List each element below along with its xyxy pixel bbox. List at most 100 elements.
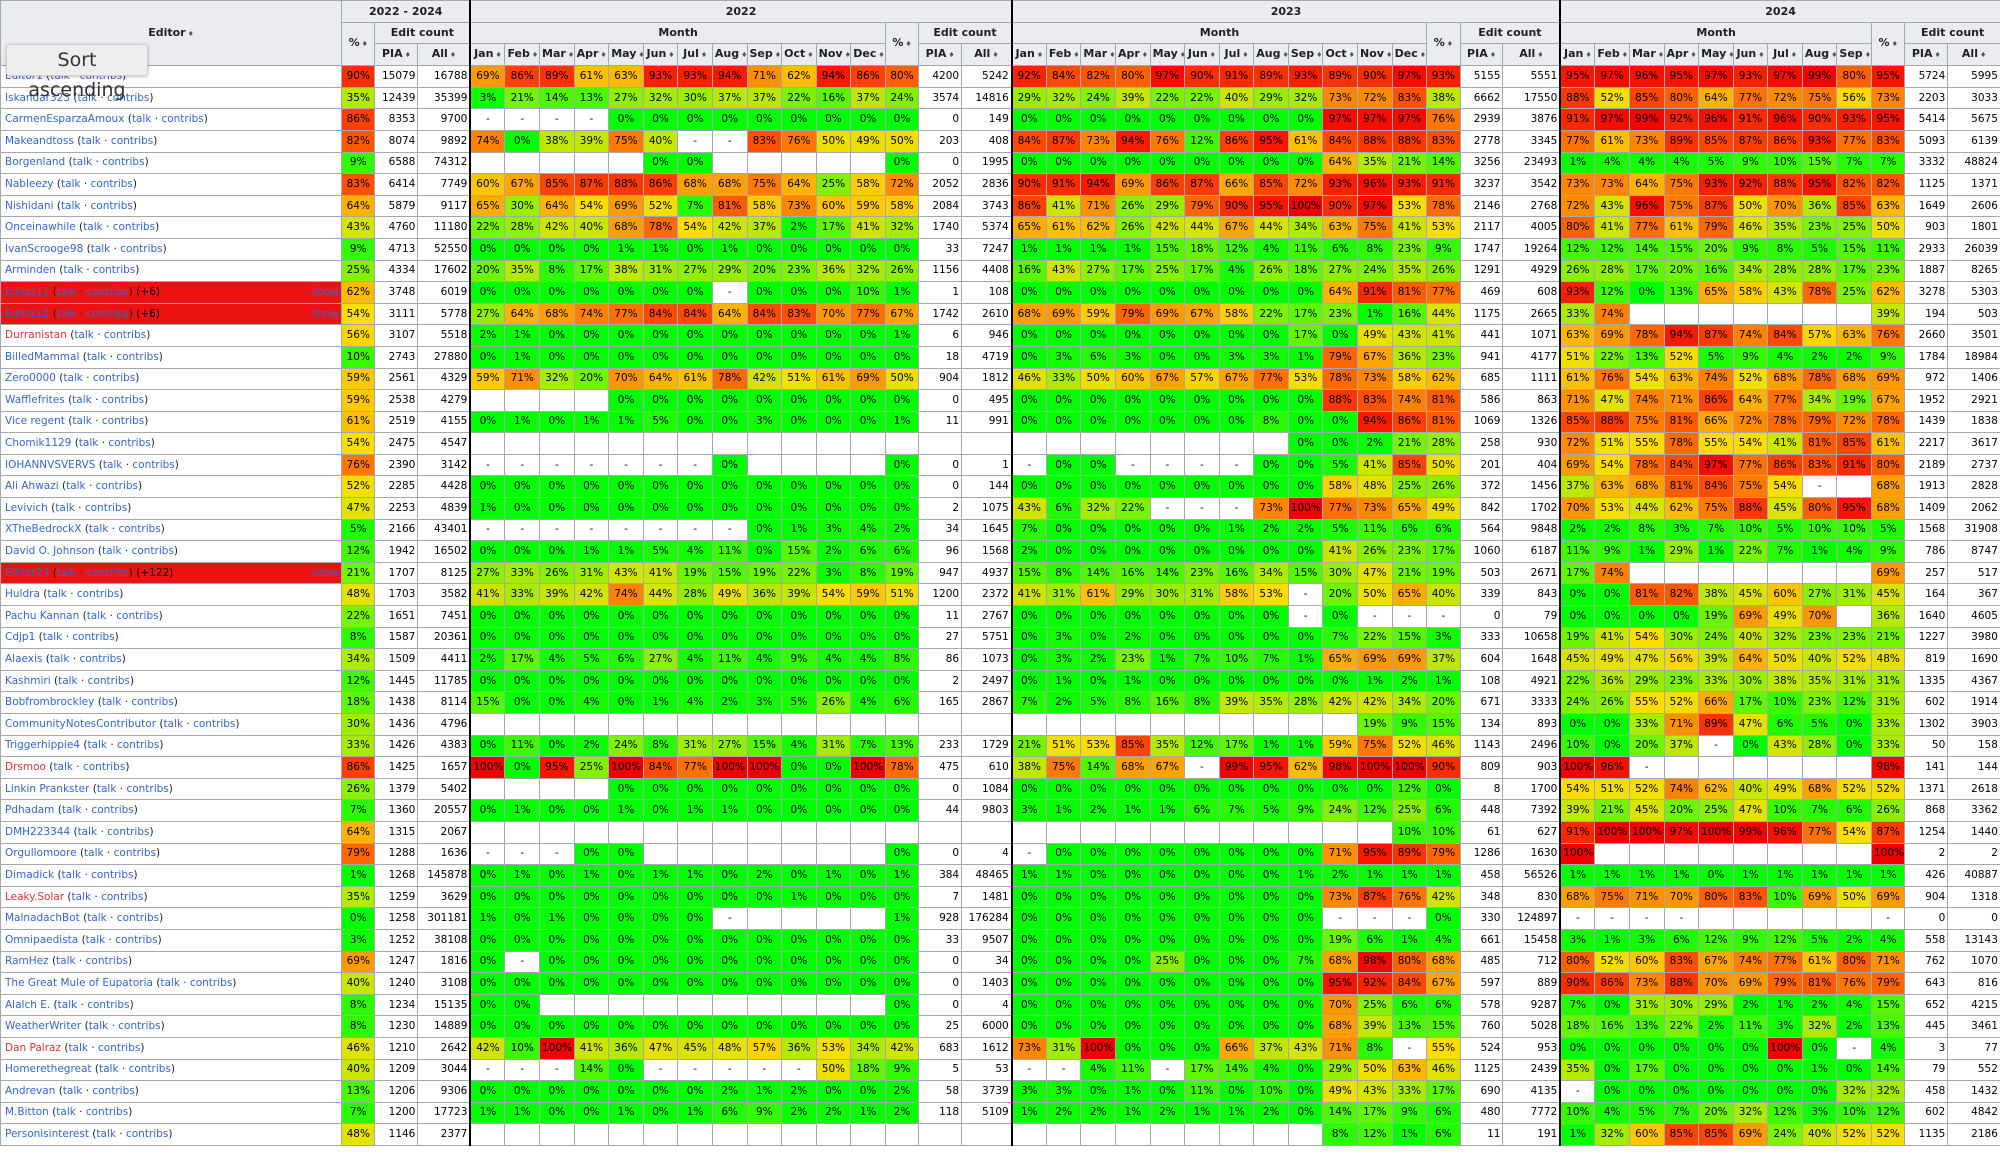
contribs-link[interactable]: contribs (115, 933, 158, 946)
show-toggle-link[interactable]: show (311, 566, 340, 579)
talk-link[interactable]: talk (78, 437, 99, 450)
month-2024-may-header[interactable]: May (1698, 43, 1734, 67)
month-2024-jul-header[interactable]: Jul (1767, 43, 1803, 67)
talk-link[interactable]: talk (66, 480, 86, 493)
contribs-link[interactable]: contribs (107, 825, 150, 838)
month-2023-jan-header[interactable]: Jan (1010, 43, 1047, 67)
month-2023-aug-header[interactable]: Aug (1253, 43, 1289, 67)
month-2023-dec-header[interactable]: Dec (1391, 43, 1428, 67)
editor-user-link[interactable]: Leaky.Solar (5, 890, 65, 903)
month-2022-oct-header[interactable]: Oct (781, 43, 817, 67)
contribs-link[interactable]: contribs (125, 1128, 169, 1141)
editor-user-link[interactable]: Bobfrombrockley (5, 696, 95, 709)
editor-user-link[interactable]: The Great Mule of Eupatoria (5, 976, 153, 989)
pct-2022-header[interactable]: % (884, 21, 920, 67)
all-2023-header[interactable]: All (1502, 43, 1561, 67)
talk-link[interactable]: talk (86, 609, 107, 622)
editor-user-link[interactable]: Dimadick (5, 868, 55, 881)
month-2022-may-header[interactable]: May (608, 43, 644, 67)
month-2023-mar-header[interactable]: Mar (1080, 43, 1116, 67)
talk-link[interactable]: talk (160, 976, 180, 989)
talk-link[interactable]: talk (131, 113, 152, 126)
talk-link[interactable]: talk (42, 631, 63, 644)
talk-link[interactable]: talk (60, 177, 81, 190)
talk-link[interactable]: talk (60, 199, 81, 212)
month-2024-apr-header[interactable]: Apr (1663, 43, 1700, 67)
month-2023-sep-header[interactable]: Sep (1287, 43, 1324, 67)
contribs-link[interactable]: contribs (85, 955, 128, 968)
talk-link[interactable]: talk (87, 912, 107, 925)
talk-link[interactable]: talk (56, 955, 76, 968)
month-2023-apr-header[interactable]: Apr (1114, 43, 1151, 67)
talk-link[interactable]: talk (84, 847, 104, 860)
editor-user-link[interactable]: MalnadachBot (5, 912, 80, 925)
editor-user-link[interactable]: Triggerhippie4 (5, 739, 80, 752)
month-2023-jul-header[interactable]: Jul (1218, 43, 1255, 67)
editor-user-link[interactable]: Orgullomoore (5, 847, 77, 860)
show-toggle-link[interactable]: show (311, 285, 340, 298)
editor-user-link[interactable]: Levivich (5, 501, 48, 514)
pia-2024-header[interactable]: PIA (1904, 43, 1949, 67)
month-2023-jun-header[interactable]: Jun (1184, 43, 1220, 67)
contribs-link[interactable]: contribs (90, 177, 133, 190)
editor-user-link[interactable]: Linkin Prankster (5, 782, 90, 795)
talk-link[interactable]: talk (74, 329, 94, 342)
contribs-link[interactable]: contribs (126, 782, 169, 795)
contribs-link[interactable]: contribs (95, 480, 139, 493)
talk-link[interactable]: talk (61, 868, 82, 881)
contribs-link[interactable]: contribs (120, 242, 163, 255)
month-2023-nov-header[interactable]: Nov (1357, 43, 1393, 67)
talk-link[interactable]: talk (72, 415, 92, 428)
editor-user-link[interactable]: Nableezy (5, 177, 54, 190)
talk-link[interactable]: talk (57, 998, 78, 1011)
talk-link[interactable]: talk (68, 1041, 88, 1054)
month-2022-aug-header[interactable]: Aug (711, 43, 748, 67)
contribs-link[interactable]: contribs (98, 1041, 141, 1054)
editor-user-link[interactable]: Borgenland (5, 156, 66, 169)
contribs-link[interactable]: contribs (92, 1084, 135, 1097)
talk-link[interactable]: talk (61, 804, 82, 817)
editor-user-link[interactable]: David O. Johnson (5, 545, 95, 558)
editor-user-link[interactable]: Editor12 (5, 307, 50, 320)
contribs-link[interactable]: contribs (116, 609, 159, 622)
contribs-link[interactable]: contribs (72, 631, 115, 644)
contribs-link[interactable]: contribs (101, 415, 145, 428)
month-2024-aug-header[interactable]: Aug (1801, 43, 1838, 67)
talk-link[interactable]: talk (72, 393, 92, 406)
contribs-link[interactable]: contribs (91, 868, 134, 881)
contribs-link[interactable]: contribs (112, 221, 156, 234)
editor-user-link[interactable]: Kashmiri (5, 674, 51, 687)
contribs-link[interactable]: contribs (86, 307, 129, 320)
editor-user-link[interactable]: Cdjp1 (5, 631, 36, 644)
contribs-link[interactable]: contribs (86, 285, 129, 298)
month-2022-dec-header[interactable]: Dec (850, 43, 886, 67)
contribs-link[interactable]: contribs (76, 588, 120, 601)
contribs-link[interactable]: contribs (116, 350, 159, 363)
month-2023-may-header[interactable]: May (1149, 43, 1186, 67)
editor-user-link[interactable]: Homerethegreat (5, 1063, 92, 1076)
month-2022-jun-header[interactable]: Jun (642, 43, 679, 67)
talk-link[interactable]: talk (88, 523, 109, 536)
month-2024-jun-header[interactable]: Jun (1732, 43, 1769, 67)
contribs-link[interactable]: contribs (117, 739, 160, 752)
talk-link[interactable]: talk (102, 545, 122, 558)
contribs-link[interactable]: contribs (90, 199, 133, 212)
editor-user-link[interactable]: CommunityNotesContributor (5, 717, 157, 730)
editor-user-link[interactable]: Vice regent (5, 415, 65, 428)
show-toggle-link[interactable]: show (311, 307, 340, 320)
talk-link[interactable]: talk (85, 933, 106, 946)
editor-user-link[interactable]: CarmenEsparzaAmoux (5, 113, 125, 126)
editor-user-link[interactable]: Chomik1129 (5, 437, 72, 450)
editor-user-link[interactable]: Omnipaedista (5, 933, 79, 946)
contribs-link[interactable]: contribs (87, 674, 130, 687)
month-2024-feb-header[interactable]: Feb (1594, 43, 1630, 67)
contribs-link[interactable]: contribs (131, 545, 174, 558)
editor-user-link[interactable]: Personisinterest (5, 1128, 89, 1141)
editor-user-link[interactable]: Dan Palraz (5, 1041, 61, 1054)
talk-link[interactable]: talk (53, 760, 73, 773)
contribs-link[interactable]: contribs (103, 329, 147, 342)
contribs-link[interactable]: contribs (92, 264, 136, 277)
talk-link[interactable]: talk (101, 696, 122, 709)
contribs-link[interactable]: contribs (189, 976, 233, 989)
talk-link[interactable]: talk (56, 307, 77, 320)
